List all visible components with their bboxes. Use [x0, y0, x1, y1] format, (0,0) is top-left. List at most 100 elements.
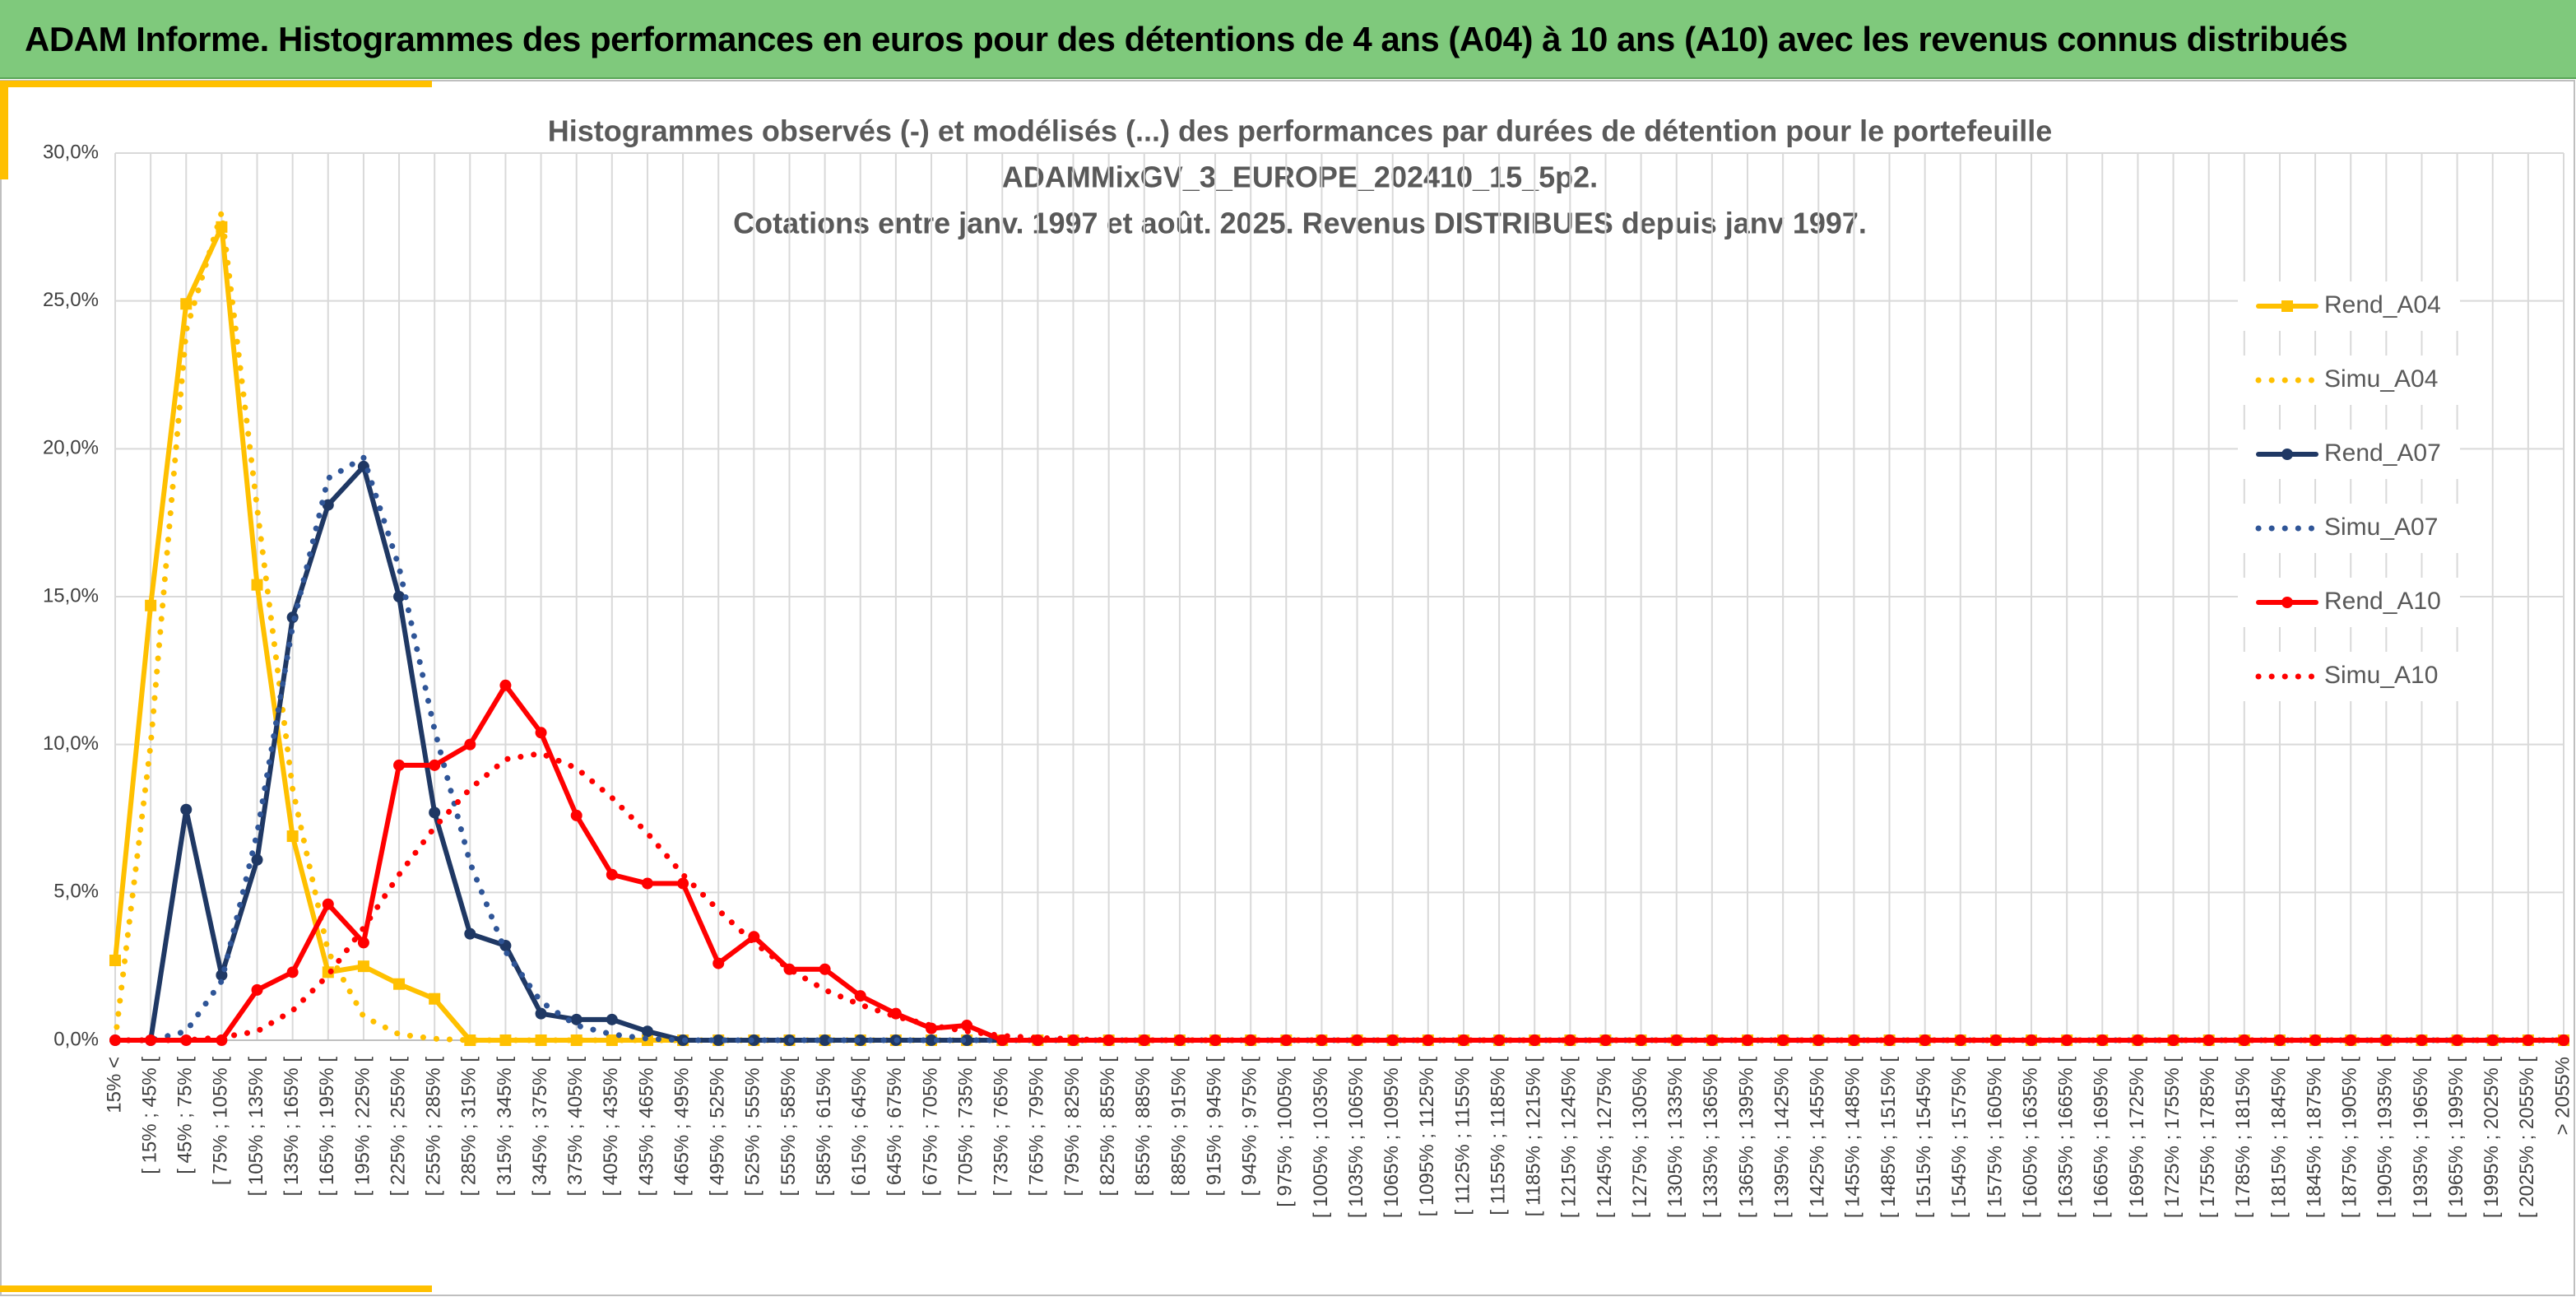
marker [570, 1013, 583, 1025]
x-tick-label: [ 1335% ; 1365% [ [1700, 1057, 1722, 1218]
x-tick-label: [ 1125% ; 1155% [ [1451, 1057, 1474, 1216]
marker [2202, 1034, 2215, 1046]
x-tick-label: [ 1245% ; 1275% [ [1594, 1057, 1616, 1218]
x-tick-label: [ 1965% ; 1995% [ [2445, 1057, 2467, 1218]
marker [606, 868, 618, 881]
marker [535, 1007, 547, 1020]
x-tick-label: [ 105% ; 135% [ [245, 1057, 267, 1197]
x-tick-label: [ 1935% ; 1965% [ [2410, 1057, 2432, 1218]
marker [1919, 1034, 1931, 1046]
x-tick-label: [ 255% ; 285% [ [423, 1057, 445, 1197]
marker [854, 1034, 866, 1046]
x-tick-label: [ 1995% ; 2025% [ [2481, 1057, 2503, 1218]
marker [2026, 1034, 2038, 1046]
x-tick-label: [ 615% ; 645% [ [848, 1057, 870, 1197]
x-tick-label: [ 225% ; 255% [ [387, 1057, 409, 1197]
x-tick-label: [ 1425% ; 1455% [ [1807, 1057, 1829, 1218]
marker [1812, 1034, 1825, 1046]
x-tick-label: [ 585% ; 615% [ [813, 1057, 835, 1197]
marker [1316, 1034, 1328, 1046]
x-tick-label: [ 1065% ; 1095% [ [1381, 1057, 1403, 1218]
x-tick-label: [ 1395% ; 1425% [ [1771, 1057, 1793, 1218]
x-tick-label: [ 75% ; 105% [ [210, 1057, 232, 1185]
marker [2238, 1034, 2250, 1046]
marker [429, 807, 441, 819]
x-tick-label: [ 315% ; 345% [ [494, 1057, 516, 1197]
x-tick-label: [ 15% ; 45% [ [138, 1057, 160, 1174]
x-tick-label: [ 495% ; 525% [ [707, 1057, 729, 1197]
marker [180, 1034, 193, 1046]
x-tick-label: [ 1305% ; 1335% [ [1664, 1057, 1687, 1218]
marker [854, 990, 866, 1002]
x-tick-label: [ 915% ; 945% [ [1203, 1057, 1225, 1197]
marker [712, 957, 725, 969]
chart-title: Cotations entre janv. 1997 et août. 2025… [733, 207, 1867, 240]
x-tick-label: [ 1845% ; 1875% [ [2303, 1057, 2325, 1218]
x-tick-label: [ 1455% ; 1485% [ [1842, 1057, 1864, 1218]
marker [251, 983, 263, 996]
header-title: ADAM Informe. Histogrammes des performan… [25, 20, 2348, 58]
marker [1564, 1034, 1576, 1046]
chart-frame [0, 80, 2575, 1296]
marker [961, 1020, 973, 1032]
x-tick-label: [ 1635% ; 1665% [ [2055, 1057, 2077, 1218]
x-tick-label: [ 735% ; 765% [ [991, 1057, 1013, 1197]
legend-label: Rend_A04 [2324, 291, 2441, 318]
marker [357, 937, 369, 949]
marker [357, 960, 369, 973]
y-tick-label: 5,0% [53, 881, 99, 903]
marker [570, 809, 583, 821]
x-tick-label: [ 525% ; 555% [ [742, 1057, 764, 1197]
x-tick-label: [ 795% ; 825% [ [1061, 1057, 1084, 1197]
x-tick-label: [ 1155% ; 1185% [ [1487, 1057, 1509, 1216]
marker [499, 1034, 512, 1046]
x-tick-label: [ 1095% ; 1125% [ [1416, 1057, 1438, 1217]
x-tick-label: [ 2025% ; 2055% [ [2516, 1057, 2538, 1218]
marker [180, 298, 193, 310]
x-tick-label: [ 1755% ; 1785% [ [2197, 1057, 2219, 1218]
marker [499, 679, 512, 691]
x-tick-label: [ 405% ; 435% [ [600, 1057, 622, 1197]
x-tick-label: [ 1785% ; 1815% [ [2232, 1057, 2254, 1218]
marker [819, 963, 831, 975]
marker [819, 1034, 831, 1046]
marker [429, 759, 441, 771]
marker [286, 830, 299, 843]
marker [1245, 1034, 1257, 1046]
marker [2309, 1034, 2322, 1046]
x-tick-label: [ 1275% ; 1305% [ [1629, 1057, 1651, 1218]
marker [322, 898, 334, 910]
x-tick-label: [ 975% ; 1005% [ [1274, 1057, 1297, 1207]
marker [926, 1034, 937, 1046]
marker [1777, 1034, 1789, 1046]
marker [1351, 1034, 1363, 1046]
marker [677, 877, 689, 890]
legend-label: Rend_A10 [2324, 588, 2441, 615]
marker [606, 1034, 618, 1046]
y-tick-label: 30,0% [43, 141, 99, 163]
y-tick-label: 20,0% [43, 437, 99, 459]
chart-title: ADAMMixGV_3_EUROPE_202410_15_5p2. [1002, 160, 1598, 194]
x-tick-label: [ 1485% ; 1515% [ [1877, 1057, 1900, 1218]
chart: Histogrammes observés (-) et modélisés (… [0, 80, 2575, 1296]
x-tick-label: [ 1695% ; 1725% [ [2126, 1057, 2148, 1218]
marker [216, 969, 228, 981]
x-tick-label: [ 705% ; 735% [ [954, 1057, 977, 1197]
marker [1102, 1034, 1115, 1046]
x-tick-label: [ 465% ; 495% [ [671, 1057, 693, 1197]
x-tick-label: [ 1665% ; 1695% [ [2091, 1057, 2113, 1218]
x-tick-label: [ 1905% ; 1935% [ [2374, 1057, 2397, 1218]
x-tick-label: [ 1545% ; 1575% [ [1948, 1057, 1970, 1218]
x-tick-label: [ 885% ; 915% [ [1167, 1057, 1190, 1197]
legend-marker [2281, 300, 2293, 312]
marker [322, 499, 334, 511]
marker [251, 579, 263, 591]
legend-label: Simu_A07 [2324, 514, 2438, 541]
marker [286, 966, 299, 979]
marker [641, 877, 653, 890]
legend-label: Simu_A04 [2324, 365, 2438, 393]
x-tick-label: [ 435% ; 465% [ [635, 1057, 657, 1197]
marker [2558, 1034, 2569, 1046]
marker [251, 853, 263, 866]
marker [570, 1034, 583, 1046]
